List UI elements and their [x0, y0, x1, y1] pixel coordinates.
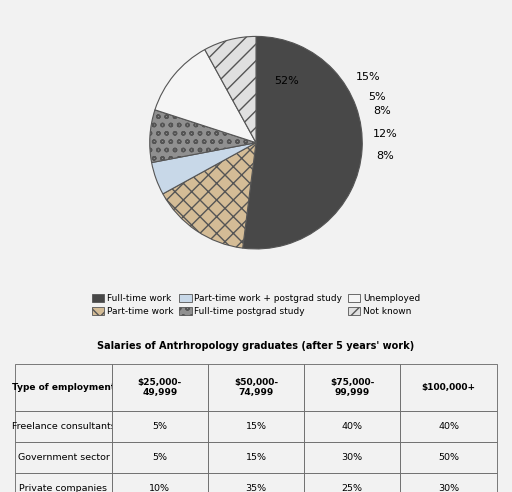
Text: Salaries of Antrhropology graduates (after 5 years' work): Salaries of Antrhropology graduates (aft…: [97, 341, 415, 351]
Wedge shape: [152, 143, 256, 194]
Wedge shape: [150, 110, 256, 162]
Wedge shape: [243, 36, 362, 249]
Text: 5%: 5%: [369, 92, 386, 102]
Text: 15%: 15%: [355, 72, 380, 82]
Text: 8%: 8%: [376, 151, 394, 161]
Wedge shape: [205, 36, 256, 143]
Text: 52%: 52%: [274, 76, 298, 86]
Text: 12%: 12%: [373, 128, 398, 139]
Wedge shape: [163, 143, 256, 248]
Legend: Full-time work, Part-time work, Part-time work + postgrad study, Full-time postg: Full-time work, Part-time work, Part-tim…: [92, 294, 420, 316]
Wedge shape: [155, 50, 256, 143]
Text: 8%: 8%: [373, 106, 391, 116]
